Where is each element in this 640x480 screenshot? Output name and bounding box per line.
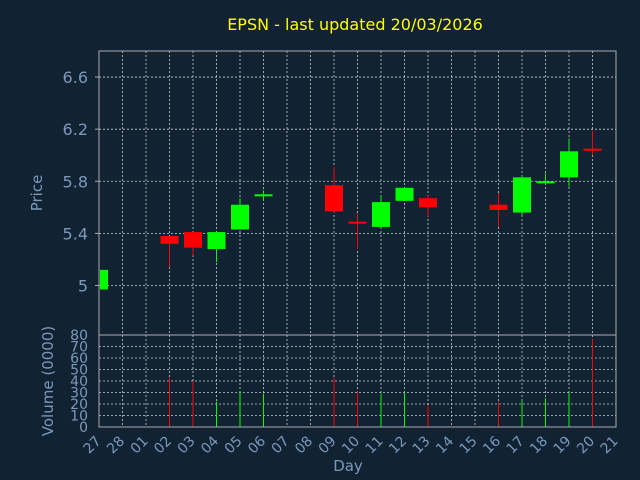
candle-body bbox=[372, 202, 390, 227]
candle-body bbox=[160, 235, 179, 244]
volume-y-tick-label: 10 bbox=[70, 409, 88, 425]
price-panel: 5 5.4 5.8 6.2 6.6 Price bbox=[28, 50, 617, 336]
volume-y-tick-label: 20 bbox=[70, 397, 88, 413]
candle-body bbox=[583, 148, 602, 151]
volume-axes-frame bbox=[98, 334, 617, 428]
candle-body bbox=[231, 204, 249, 230]
volume-y-tick-label: 50 bbox=[70, 363, 88, 379]
x-axis-label: Day bbox=[333, 457, 363, 475]
candle-body bbox=[489, 204, 508, 210]
volume-y-tick-label: 30 bbox=[70, 386, 88, 402]
candle-body bbox=[513, 177, 531, 213]
candle-body bbox=[254, 194, 273, 197]
candle-body bbox=[100, 269, 108, 290]
x-axis-ticks: 27 28 01 02 03 04 05 06 07 08 09 10 11 12 13 14 15 16 17 18… bbox=[81, 433, 622, 457]
volume-bars bbox=[169, 338, 593, 427]
price-y-tick-label: 5.4 bbox=[63, 224, 88, 243]
price-y-tick-label: 6.2 bbox=[63, 120, 88, 139]
candle-body bbox=[536, 181, 555, 184]
volume-y-tick-label: 70 bbox=[70, 340, 88, 356]
volume-y-tick-label: 0 bbox=[79, 420, 88, 436]
price-y-tick-label: 6.6 bbox=[63, 68, 88, 87]
price-y-tick-label: 5 bbox=[78, 276, 88, 295]
candle-body bbox=[560, 151, 578, 178]
price-axis-label: Price bbox=[28, 175, 46, 212]
candle-body bbox=[395, 187, 414, 201]
volume-y-tick-label: 40 bbox=[70, 374, 88, 390]
candle-body bbox=[325, 185, 343, 212]
candle-body bbox=[348, 221, 367, 224]
price-y-tick-label: 5.8 bbox=[63, 172, 88, 191]
volume-y-tick-label: 60 bbox=[70, 351, 88, 367]
chart-title: EPSN - last updated 20/03/2026 bbox=[227, 15, 483, 34]
price-y-ticks: 5 5.4 5.8 6.2 6.6 bbox=[63, 68, 99, 295]
volume-axis-label: Volume (0000) bbox=[39, 326, 57, 436]
candle-body bbox=[419, 198, 437, 208]
volume-y-tick-label: 80 bbox=[70, 328, 88, 344]
candle-body bbox=[207, 232, 226, 250]
candles bbox=[98, 130, 602, 290]
candle-body bbox=[184, 232, 202, 248]
